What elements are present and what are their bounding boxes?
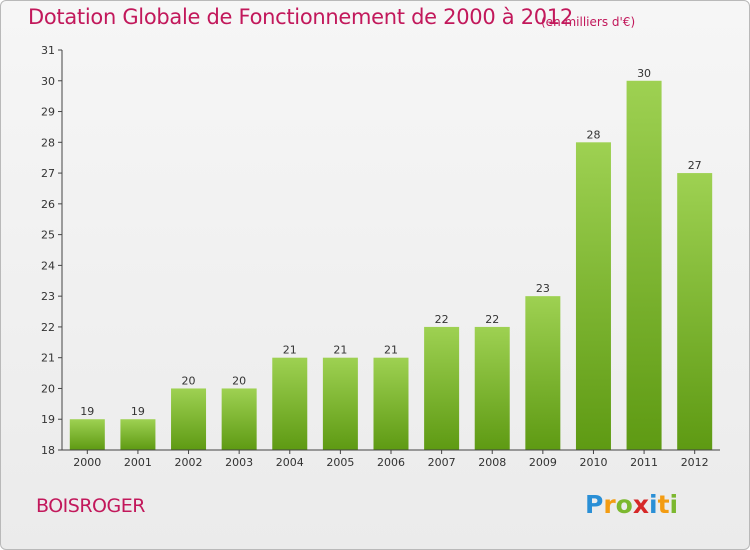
- bar: [221, 388, 257, 450]
- x-tick-label: 2001: [124, 456, 152, 469]
- bar: [677, 173, 713, 451]
- data-label: 19: [80, 405, 94, 418]
- data-label: 21: [384, 344, 398, 357]
- bar: [626, 80, 662, 451]
- logo-letter: i: [649, 490, 658, 519]
- data-label: 27: [688, 159, 702, 172]
- y-tick-label: 30: [41, 75, 55, 88]
- y-tick-label: 26: [41, 198, 55, 211]
- x-tick-label: 2004: [276, 456, 304, 469]
- bar: [373, 357, 409, 450]
- data-label: 23: [536, 282, 550, 295]
- y-tick-label: 22: [41, 321, 55, 334]
- axes-group: 18 19 20 21 22 23 24 25 26 27 28 29 30 31 2000 2001 2002…: [41, 44, 720, 469]
- x-tick-label: 2000: [73, 456, 101, 469]
- logo-letter: x: [632, 490, 649, 519]
- y-tick-label: 21: [41, 352, 55, 365]
- commune-name: BOISROGER: [36, 495, 145, 517]
- logo-letter: P: [585, 490, 604, 519]
- bar: [171, 388, 207, 450]
- x-tick-label: 2008: [478, 456, 506, 469]
- bar: [575, 142, 611, 451]
- y-tick-label: 31: [41, 44, 55, 57]
- data-label: 22: [485, 313, 499, 326]
- data-label: 30: [637, 67, 651, 80]
- x-tick-label: 2005: [326, 456, 354, 469]
- y-tick-label: 18: [41, 444, 55, 457]
- data-label: 21: [333, 344, 347, 357]
- data-label: 21: [283, 344, 297, 357]
- x-tick-label: 2011: [630, 456, 658, 469]
- y-tick-label: 20: [41, 382, 55, 395]
- logo-letter: t: [657, 490, 670, 519]
- x-tick-label: 2003: [225, 456, 253, 469]
- proxiti-logo: Proxiti: [585, 490, 678, 519]
- y-tick-label: 27: [41, 167, 55, 180]
- x-tick-label: 2010: [579, 456, 607, 469]
- chart-title: Dotation Globale de Fonctionnement de 20…: [28, 5, 573, 29]
- x-tick-label: 2007: [428, 456, 456, 469]
- y-tick-label: 28: [41, 136, 55, 149]
- data-label: 20: [182, 374, 196, 387]
- y-tick-label: 19: [41, 413, 55, 426]
- logo-letter: o: [615, 490, 633, 519]
- bar: [120, 419, 156, 450]
- data-label: 20: [232, 374, 246, 387]
- data-label: 22: [435, 313, 449, 326]
- x-tick-label: 2009: [529, 456, 557, 469]
- y-tick-label: 23: [41, 290, 55, 303]
- y-tick-label: 25: [41, 229, 55, 242]
- x-tick-label: 2012: [681, 456, 709, 469]
- data-label: 28: [586, 128, 600, 141]
- bar: [272, 357, 308, 450]
- x-tick-label: 2006: [377, 456, 405, 469]
- y-tick-label: 29: [41, 106, 55, 119]
- bars-group: 19 19 20 20 21 21 21 22 22 23 28 30 27: [69, 67, 713, 451]
- bar: [424, 326, 460, 450]
- logo-letter: r: [603, 490, 616, 519]
- data-label: 19: [131, 405, 145, 418]
- bar: [474, 326, 510, 450]
- x-tick-label: 2002: [175, 456, 203, 469]
- y-tick-label: 24: [41, 259, 55, 272]
- bar: [525, 296, 561, 450]
- chart-unit-subtitle: (en milliers d'€): [541, 15, 636, 29]
- bar: [322, 357, 358, 450]
- logo-letter: i: [669, 490, 679, 519]
- bar: [69, 419, 105, 450]
